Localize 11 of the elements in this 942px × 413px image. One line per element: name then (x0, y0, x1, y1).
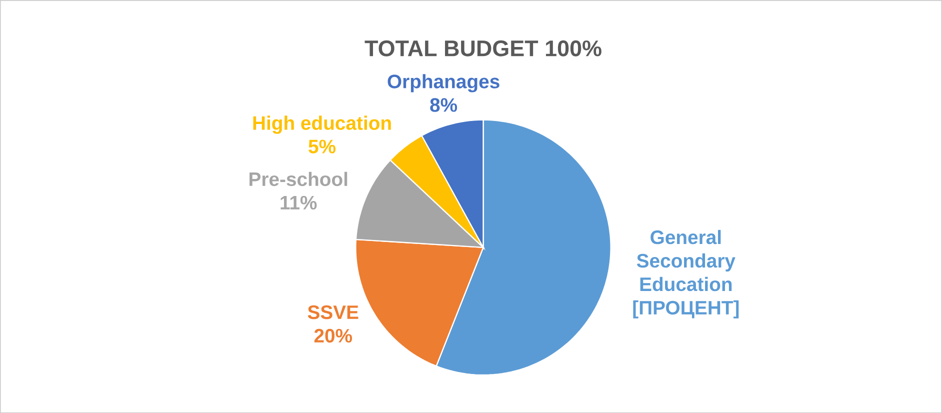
slice-label: Pre-school (250, 172, 348, 186)
slice-label: SSVE (308, 305, 358, 320)
data-label: 5% (308, 140, 336, 154)
data-label: [ПРОЦЕНТ] (633, 300, 739, 318)
slice-label: Orphanages (388, 74, 500, 92)
data-label: 20% (314, 328, 352, 342)
data-label: 8% (430, 98, 458, 112)
data-label: 11% (280, 196, 317, 210)
slice-label: General Secondary Education (636, 230, 736, 292)
slice-label: High education (253, 116, 391, 134)
chart-title: TOTAL BUDGET 100% (364, 40, 602, 56)
